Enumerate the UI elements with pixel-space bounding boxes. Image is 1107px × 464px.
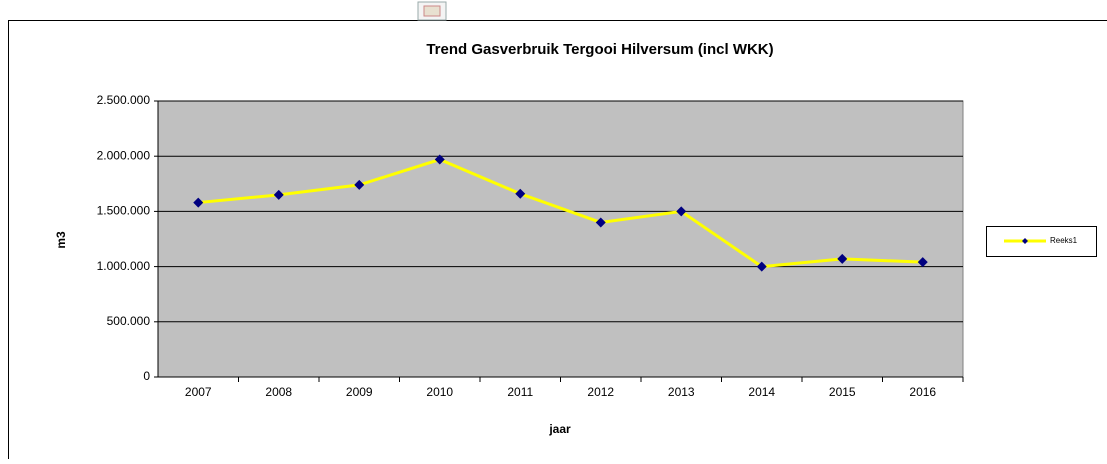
icon [423,5,441,17]
y-tick-label: 0 [143,369,150,383]
x-tick-label: 2007 [185,385,212,399]
marker [837,253,848,264]
x-tick-label: 2011 [507,385,533,399]
line [198,157,923,269]
y-tick-label: 1.500.000 [97,204,151,218]
y-tick-label: 2.500.000 [97,93,151,107]
x-tick-label: 2014 [748,385,775,399]
x-tick-label: 2015 [829,385,856,399]
plot-area [157,100,964,378]
chart-title: Trend Gasverbruik Tergooi Hilversum (inc… [426,41,773,58]
y-tick-label: 1.000.000 [97,259,151,273]
marker [595,217,606,228]
x-axis-label: jaar [548,422,571,436]
marker [354,179,365,190]
marker [676,206,687,217]
x-tick-label: 2013 [668,385,695,399]
legend-label: Reeks1 [1050,236,1078,245]
legend-marker [1022,238,1028,244]
marker [515,188,526,199]
x-tick-label: 2009 [346,385,373,399]
y-tick-label: 500.000 [107,314,151,328]
x-tick-label: 2012 [587,385,614,399]
y-axis-label: m3 [54,231,68,249]
marker [193,197,204,208]
marker [917,257,928,268]
x-tick-label: 2010 [426,385,453,399]
y-tick-label: 2.000.000 [97,148,151,162]
x-tick-label: 2016 [909,385,936,399]
marker [434,154,445,165]
marker [273,189,284,200]
x-tick-label: 2008 [265,385,292,399]
marker [756,261,767,272]
